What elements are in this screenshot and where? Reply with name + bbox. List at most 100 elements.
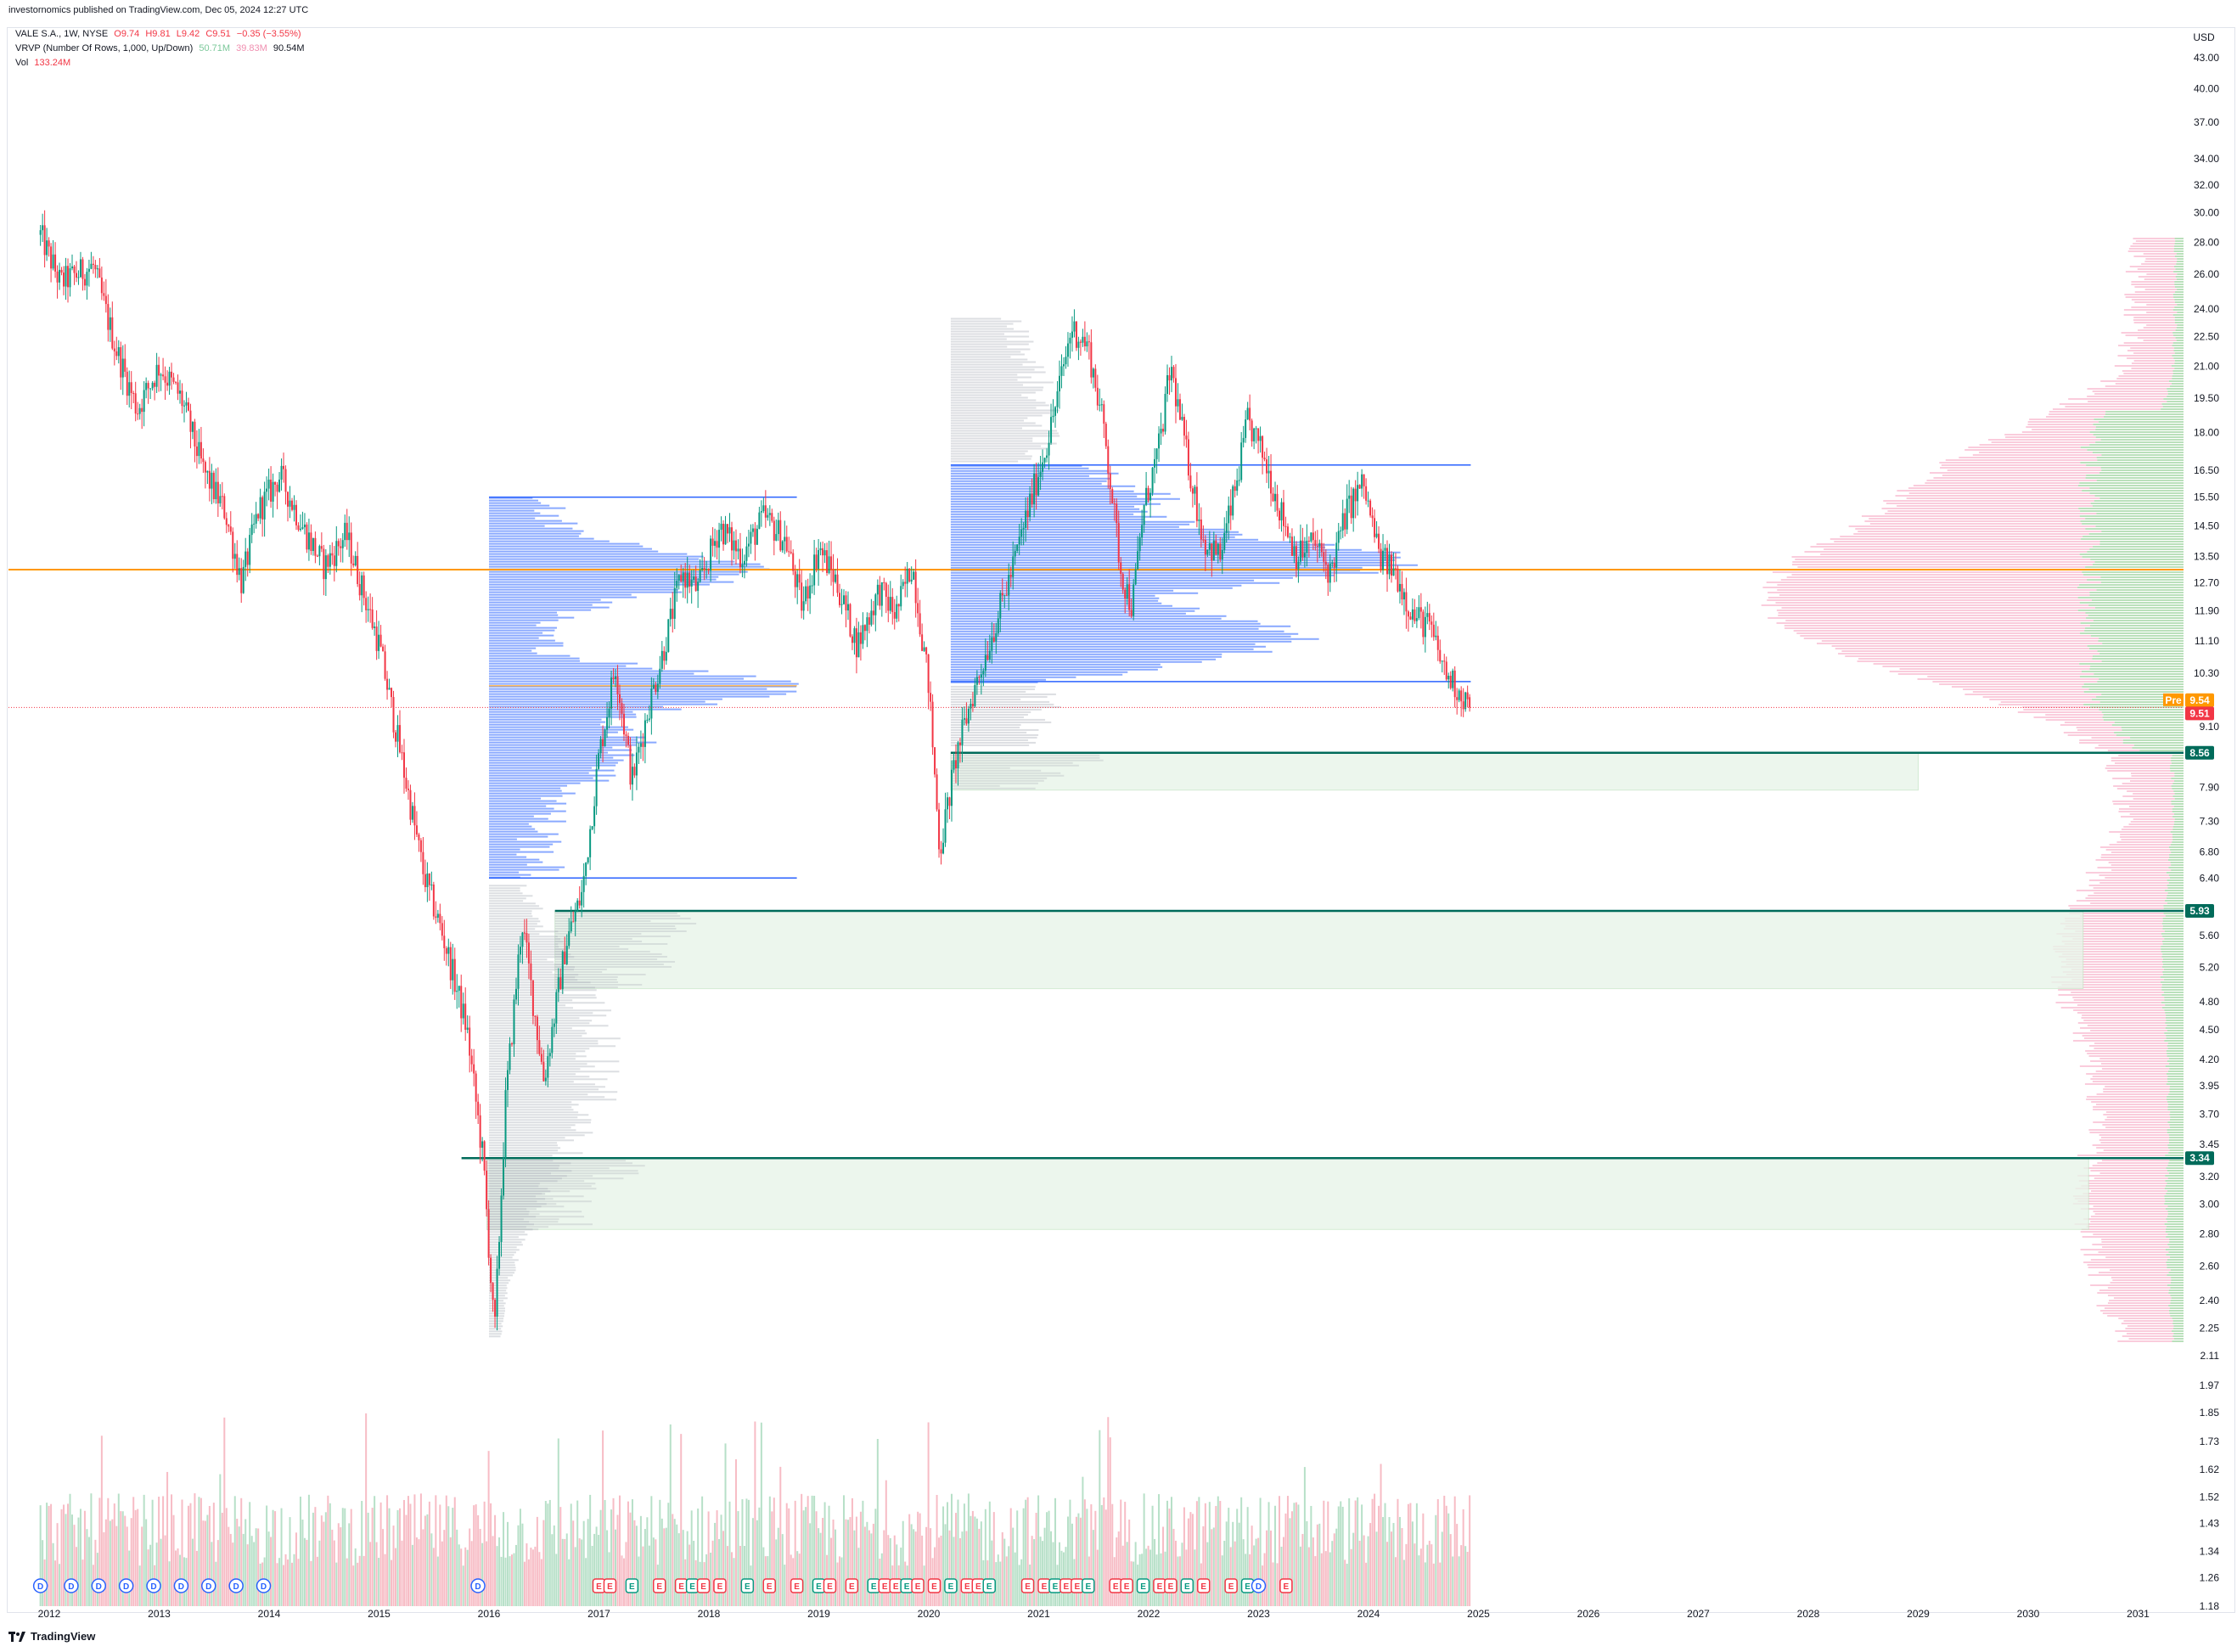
candle[interactable] (1452, 668, 1454, 692)
earnings-marker[interactable]: E (1048, 1578, 1062, 1593)
candle[interactable] (727, 524, 729, 543)
candle[interactable] (896, 595, 898, 623)
candle[interactable] (1090, 329, 1093, 384)
candle[interactable] (145, 377, 148, 399)
candle[interactable] (872, 600, 874, 625)
candle[interactable] (441, 916, 443, 941)
candle[interactable] (897, 603, 900, 622)
earnings-marker[interactable]: E (762, 1578, 776, 1593)
candle[interactable] (1340, 526, 1342, 540)
candle[interactable] (849, 603, 852, 638)
candle[interactable] (223, 493, 226, 520)
candle[interactable] (280, 458, 283, 491)
candle[interactable] (183, 400, 185, 423)
candle[interactable] (1077, 336, 1080, 361)
legend-symbol[interactable]: VALE S.A., 1W, NYSE (15, 29, 109, 39)
candle[interactable] (191, 421, 194, 440)
candle[interactable] (464, 987, 467, 1042)
candle[interactable] (1419, 593, 1422, 629)
candle[interactable] (490, 1254, 492, 1293)
candle[interactable] (134, 381, 137, 422)
candle[interactable] (1289, 532, 1291, 543)
candle[interactable] (479, 1104, 481, 1164)
candle[interactable] (538, 1025, 541, 1056)
candle[interactable] (96, 265, 98, 278)
candle[interactable] (65, 257, 67, 301)
candle[interactable] (232, 527, 234, 573)
candle[interactable] (164, 366, 166, 400)
candle[interactable] (1327, 562, 1329, 596)
candle[interactable] (443, 919, 446, 961)
candle[interactable] (54, 242, 57, 278)
candle[interactable] (785, 525, 788, 553)
candle[interactable] (534, 1015, 537, 1026)
candle[interactable] (1113, 497, 1116, 521)
candle[interactable] (716, 530, 718, 559)
candle[interactable] (784, 520, 786, 554)
candle[interactable] (1056, 380, 1059, 413)
candle[interactable] (1154, 447, 1156, 484)
candle[interactable] (950, 760, 953, 822)
candle[interactable] (958, 738, 961, 763)
candle[interactable] (677, 574, 680, 590)
candle[interactable] (880, 582, 883, 617)
candle[interactable] (270, 466, 273, 509)
candle[interactable] (352, 555, 355, 568)
candle[interactable] (329, 544, 331, 575)
candle[interactable] (942, 828, 945, 855)
candle[interactable] (1174, 363, 1177, 424)
candle[interactable] (845, 591, 847, 627)
candle[interactable] (1293, 536, 1296, 564)
candle[interactable] (1005, 581, 1008, 597)
candle[interactable] (559, 968, 562, 990)
candle[interactable] (934, 746, 936, 778)
candle[interactable] (261, 495, 264, 537)
candle[interactable] (466, 1015, 469, 1034)
candle[interactable] (274, 481, 277, 497)
candle[interactable] (138, 403, 141, 420)
candle[interactable] (940, 840, 942, 865)
candle[interactable] (1020, 518, 1023, 546)
candle[interactable] (531, 980, 534, 1025)
candle[interactable] (585, 862, 587, 885)
candle[interactable] (1035, 462, 1037, 510)
candle[interactable] (953, 752, 955, 773)
candle[interactable] (1158, 426, 1161, 463)
candle[interactable] (510, 1042, 513, 1047)
candle[interactable] (642, 733, 644, 761)
candle[interactable] (1439, 639, 1442, 664)
candle[interactable] (500, 1188, 503, 1257)
candle[interactable] (578, 885, 581, 909)
candle[interactable] (1126, 576, 1128, 605)
candle[interactable] (141, 398, 143, 430)
candle[interactable] (893, 598, 896, 630)
earnings-marker[interactable]: E (960, 1578, 975, 1593)
candle[interactable] (790, 540, 792, 555)
candle[interactable] (1212, 531, 1215, 561)
candle[interactable] (1232, 484, 1234, 520)
candle[interactable] (608, 701, 610, 728)
earnings-marker[interactable]: E (867, 1578, 880, 1593)
candle[interactable] (703, 557, 705, 581)
candle[interactable] (519, 936, 521, 964)
candle[interactable] (257, 513, 260, 521)
candle[interactable] (992, 623, 995, 643)
candle[interactable] (1329, 553, 1331, 593)
candle[interactable] (109, 307, 111, 342)
candle[interactable] (396, 715, 399, 757)
candle[interactable] (530, 950, 532, 997)
candle[interactable] (1141, 509, 1144, 546)
candle[interactable] (1069, 333, 1071, 359)
candle[interactable] (767, 508, 769, 521)
candle[interactable] (195, 430, 198, 469)
candle[interactable] (936, 768, 938, 812)
candle[interactable] (1456, 688, 1459, 715)
candle[interactable] (1052, 399, 1054, 423)
candle[interactable] (1422, 609, 1425, 645)
candle[interactable] (1147, 485, 1149, 503)
candle[interactable] (1172, 364, 1175, 383)
earnings-marker[interactable]: E (812, 1578, 826, 1593)
candle[interactable] (46, 228, 48, 261)
candle[interactable] (1138, 532, 1141, 561)
